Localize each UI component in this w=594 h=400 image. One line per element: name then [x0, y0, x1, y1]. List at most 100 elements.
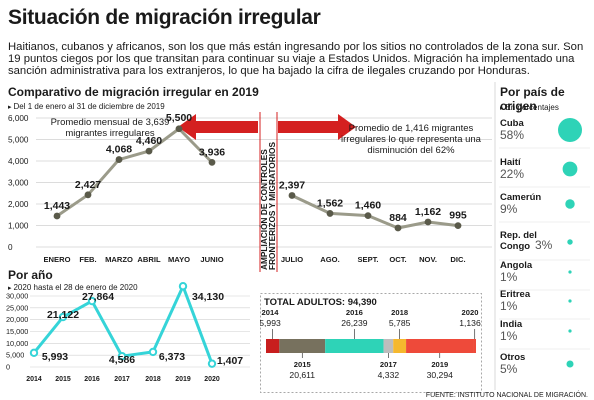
- x-tick-label: 2015: [55, 376, 71, 383]
- segment-year-label: 2016: [346, 308, 363, 317]
- segment-year-label: 2014: [262, 308, 280, 317]
- x-tick-label: JULIO: [281, 255, 303, 264]
- segment-year-label: 2018: [391, 308, 408, 317]
- country-name: Congo: [500, 241, 530, 252]
- y-tick-label: 1,000: [8, 222, 29, 231]
- data-point: [207, 359, 217, 368]
- y-tick-label: 15,000: [6, 327, 28, 336]
- data-label: 3,936: [199, 146, 225, 158]
- x-tick-label: SEPT.: [357, 255, 378, 264]
- data-label: 1,460: [355, 200, 381, 212]
- series-line: [291, 194, 459, 230]
- y-tick-label: 5,000: [6, 351, 24, 360]
- segment-value-label: 26,239: [341, 318, 368, 328]
- country-name: Haití: [500, 157, 521, 168]
- data-label: 6,373: [159, 351, 185, 363]
- monthly-chart-subtitle: Del 1 de enero al 31 de diciembre de 201…: [8, 102, 164, 111]
- y-tick-label: 3,000: [8, 179, 29, 188]
- intro-text: Haitianos, cubanos y africanos, son los …: [8, 41, 584, 77]
- bar-segment: [266, 339, 280, 353]
- x-tick-label: NOV.: [419, 255, 437, 264]
- divider-label-1: AMPLIACIÓN DE CONTROLES: [258, 149, 269, 270]
- x-tick-label: DIC.: [450, 255, 465, 264]
- bar-segment: [473, 339, 476, 353]
- data-point: [288, 192, 296, 199]
- segment-year-label: 2015: [294, 360, 312, 369]
- data-label: 2,397: [279, 179, 305, 191]
- country-bubble: [566, 360, 574, 368]
- data-point: [58, 312, 68, 322]
- page-title: Situación de migración irregular: [8, 6, 321, 29]
- country-bubble: [562, 161, 578, 177]
- yearly-chart-subtitle: 2020 hasta el 28 de enero de 2020: [8, 283, 137, 292]
- data-point: [29, 348, 39, 358]
- yearly-chart-title: Por año: [8, 268, 53, 282]
- country-percent: 1%: [500, 270, 518, 284]
- x-tick-label: 2017: [114, 376, 130, 383]
- y-tick-label: 25,000: [6, 303, 28, 312]
- bar-segment: [325, 339, 384, 353]
- x-tick-label: 2016: [84, 376, 100, 383]
- data-label: 1,443: [44, 200, 70, 212]
- data-point: [145, 147, 153, 155]
- country-name: Otros: [500, 352, 525, 363]
- segment-value-label: 4,332: [378, 370, 400, 380]
- data-point: [117, 351, 127, 361]
- data-label: 34,130: [192, 291, 224, 303]
- segment-value-label: 5,993: [260, 318, 281, 328]
- right-annotation: Promedio de 1,416 migrantes irregulares …: [341, 123, 481, 156]
- country-bubble: [558, 118, 582, 142]
- country-name: India: [500, 319, 523, 330]
- series-line: [56, 127, 214, 218]
- country-name: Cuba: [500, 118, 524, 129]
- data-point: [454, 222, 462, 230]
- data-label: 27,864: [82, 291, 114, 303]
- left-annotation: Promedio mensual de 3,639 migrantes irre…: [50, 117, 170, 139]
- y-tick-label: 6,000: [8, 114, 29, 123]
- data-label: 21,122: [47, 309, 79, 321]
- x-tick-label: MARZO: [105, 255, 133, 264]
- adults-total-title: TOTAL ADULTOS: 94,390: [264, 297, 377, 308]
- y-tick-label: 5,000: [8, 136, 29, 145]
- segment-value-label: 1,136: [459, 318, 481, 328]
- bar-segment: [393, 339, 407, 353]
- x-tick-label: FEB.: [79, 255, 96, 264]
- country-percent: 1%: [500, 299, 518, 313]
- bar-segment: [279, 339, 326, 353]
- data-point: [394, 224, 402, 232]
- x-tick-label: 2019: [175, 376, 191, 383]
- segment-value-label: 30,294: [427, 370, 454, 380]
- data-point: [424, 218, 432, 226]
- bar-segment: [383, 339, 394, 353]
- y-tick-label: 30,000: [6, 292, 28, 301]
- data-label: 2,427: [75, 179, 101, 191]
- y-tick-label: 0: [8, 243, 13, 252]
- data-point: [115, 156, 123, 163]
- data-point: [208, 158, 216, 166]
- bar-segment: [406, 339, 474, 353]
- country-percent: 1%: [500, 329, 518, 343]
- series-line: [32, 284, 214, 365]
- data-label: 5,993: [42, 351, 68, 363]
- country-bubble: [568, 270, 572, 274]
- country-name: Angola: [500, 260, 533, 271]
- data-label: 995: [449, 210, 467, 222]
- segment-year-label: 2020: [462, 308, 479, 317]
- country-percent: 9%: [500, 202, 518, 216]
- source-note: FUENTE: INSTITUTO NACIONAL DE MIGRACIÓN.: [425, 392, 588, 399]
- y-tick-label: 10,000: [6, 339, 28, 348]
- data-point: [84, 191, 92, 199]
- country-name: Eritrea: [500, 289, 531, 300]
- data-label: 4,586: [109, 354, 135, 366]
- monthly-chart-title: Comparativo de migración irregular en 20…: [8, 85, 259, 99]
- data-label: 884: [389, 212, 407, 224]
- data-label: 1,407: [217, 355, 243, 367]
- y-tick-label: 4,000: [8, 157, 29, 166]
- x-tick-label: JUNIO: [200, 255, 223, 264]
- data-point: [364, 212, 372, 220]
- country-percent: 5%: [500, 362, 518, 376]
- data-point: [326, 210, 334, 217]
- country-percent: 3%: [535, 238, 553, 252]
- data-label: 1,162: [415, 206, 441, 218]
